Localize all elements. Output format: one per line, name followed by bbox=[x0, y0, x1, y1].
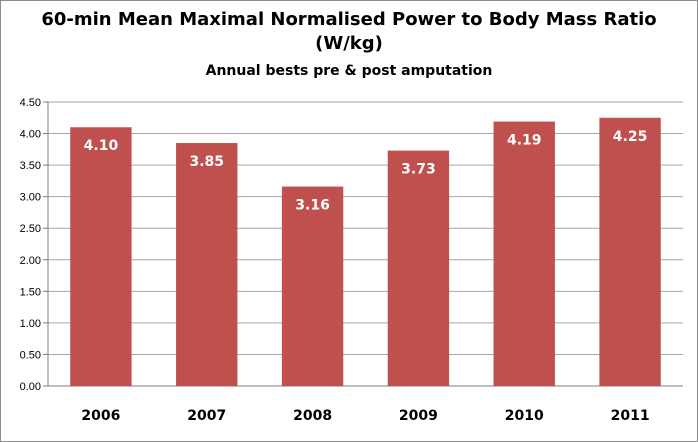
y-tick-label: 1.50 bbox=[20, 286, 41, 298]
bar bbox=[493, 121, 555, 386]
x-tick-label: 2010 bbox=[505, 408, 544, 424]
data-label: 4.25 bbox=[613, 129, 648, 145]
x-tick-label: 2009 bbox=[399, 408, 438, 424]
x-tick-label: 2011 bbox=[611, 408, 650, 424]
bar bbox=[599, 117, 661, 387]
data-label: 3.16 bbox=[295, 198, 330, 214]
bar bbox=[70, 127, 132, 386]
x-tick-label: 2008 bbox=[293, 408, 332, 424]
data-label: 3.85 bbox=[189, 154, 224, 170]
x-tick-label: 2006 bbox=[81, 408, 120, 424]
bar bbox=[281, 186, 344, 386]
y-tick-label: 4.50 bbox=[20, 97, 41, 109]
bar bbox=[387, 150, 450, 386]
x-tick-label: 2007 bbox=[187, 408, 226, 424]
bar bbox=[176, 143, 238, 386]
chart-title: 60-min Mean Maximal Normalised Power to … bbox=[41, 9, 657, 30]
y-tick-label: 2.00 bbox=[20, 255, 41, 267]
data-label: 4.10 bbox=[84, 138, 119, 154]
y-tick-label: 4.00 bbox=[20, 129, 41, 141]
y-tick-label: 3.50 bbox=[20, 160, 41, 172]
y-tick-label: 0.00 bbox=[20, 381, 41, 393]
y-tick-label: 0.50 bbox=[20, 349, 41, 361]
y-tick-label: 2.50 bbox=[20, 223, 41, 235]
y-tick-label: 3.00 bbox=[20, 192, 41, 204]
data-label: 3.73 bbox=[401, 162, 436, 178]
data-label: 4.19 bbox=[507, 133, 542, 149]
chart-title-units: (W/kg) bbox=[315, 33, 383, 54]
chart-subtitle: Annual bests pre & post amputation bbox=[205, 63, 493, 79]
y-tick-label: 1.00 bbox=[20, 318, 41, 330]
